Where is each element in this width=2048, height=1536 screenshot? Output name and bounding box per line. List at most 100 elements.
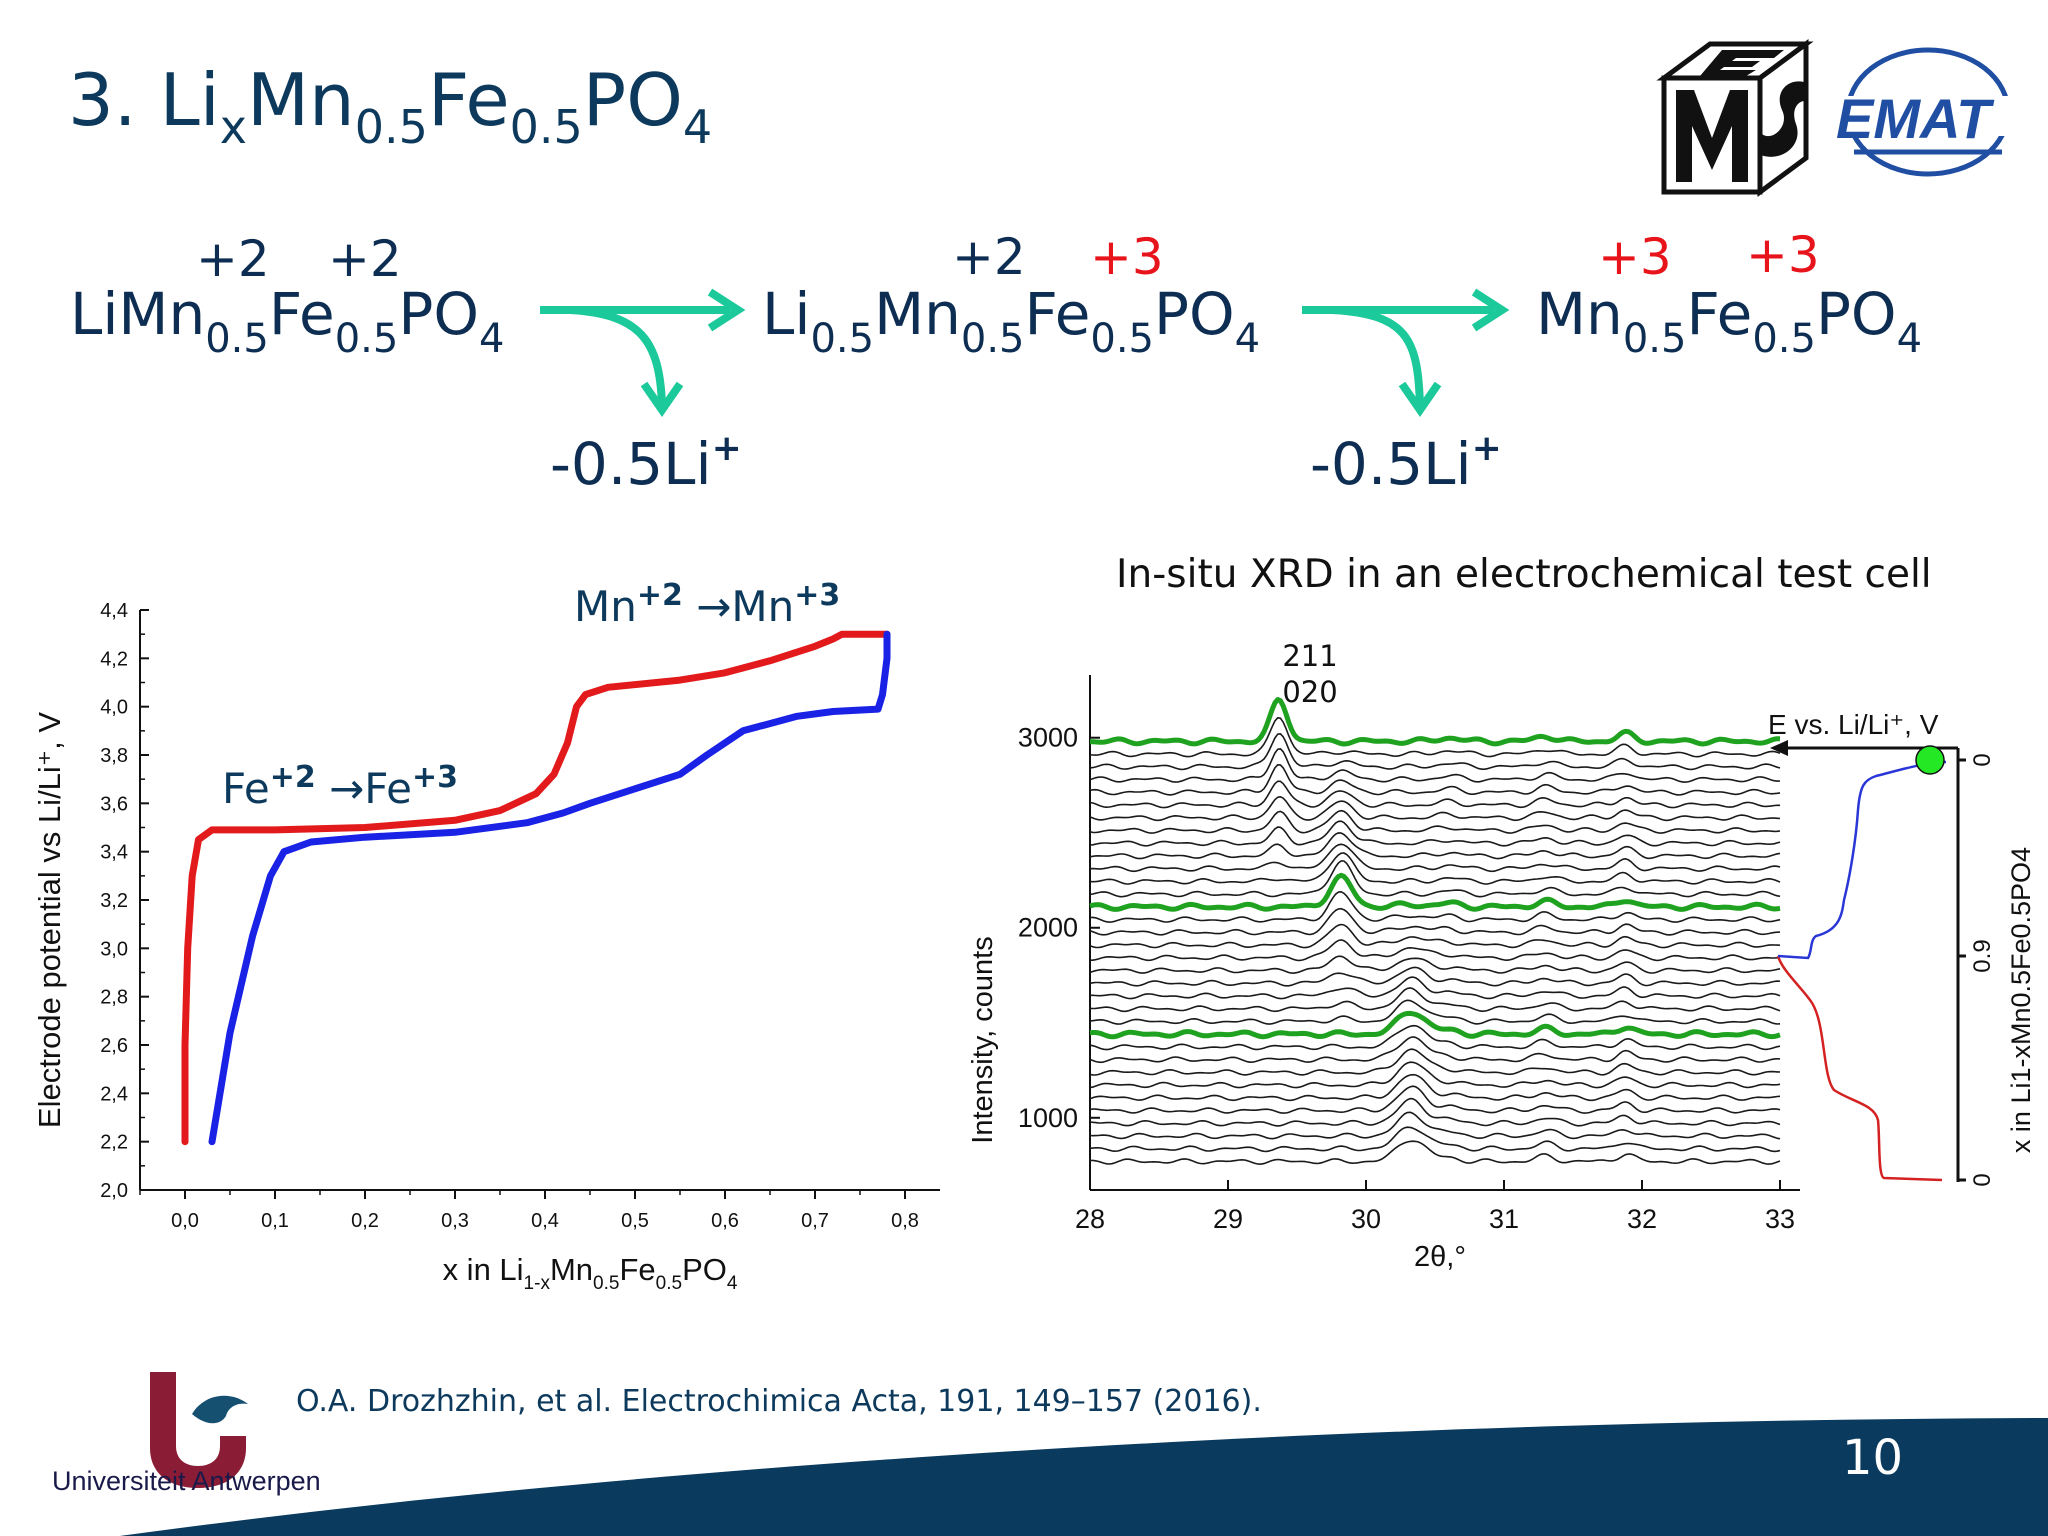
echem-y-tick-label: 2,4 [100, 1083, 128, 1105]
echem-y-label: Electrode potential vs Li/Li⁺, V [32, 712, 67, 1128]
echem-x-tick-label: 0,1 [261, 1210, 289, 1232]
echem-y-tick-label: 4,2 [100, 648, 128, 670]
echem-x-tick-label: 0,2 [351, 1210, 379, 1232]
ox-state-mn-1: +2 [196, 230, 270, 288]
mn-transition-label: Mn+2 →Mn+3 [574, 578, 841, 631]
echem-y-tick-label: 2,8 [100, 987, 128, 1009]
side-arrow-icon [1770, 740, 1788, 756]
xrd-scan [1090, 890, 1781, 923]
side-curve-red [1776, 955, 1943, 1182]
echem-y-tick-label: 3,2 [100, 890, 128, 912]
fe-transition-label: Fe+2 →Fe+3 [222, 760, 458, 813]
emat-logo: EMAT [1836, 47, 2020, 177]
formula-li05mnfepo4: Li0.5Mn0.5Fe0.5PO4 [762, 280, 1261, 362]
li-release-1: -0.5Li+ [550, 428, 742, 498]
xrd-y-label: Intensity, counts [967, 936, 999, 1143]
echem-y-tick-label: 4,0 [100, 697, 128, 719]
formula-mnfepo4: Mn0.5Fe0.5PO4 [1536, 280, 1923, 362]
ox-state-fe-1: +2 [328, 230, 402, 288]
xrd-scan [1089, 1036, 1781, 1064]
xrd-x-tick-label: 30 [1351, 1204, 1381, 1234]
side-top-label: E vs. Li/Li⁺, V [1768, 709, 1939, 740]
footer-wave [120, 1418, 2048, 1536]
xrd-x-tick-label: 29 [1213, 1204, 1243, 1234]
echem-series-charge [181, 630, 891, 1146]
xrd-scan [1089, 832, 1781, 860]
xrd-scan [1089, 987, 1781, 1013]
side-y-label: x in Li1-xMn0.5Fe0.5PO4 [2006, 847, 2036, 1153]
xrd-scan [1090, 939, 1781, 962]
xrd-x-tick-label: 33 [1765, 1204, 1795, 1234]
xrd-scan-highlight [1089, 872, 1781, 912]
xrd-scan [1089, 1061, 1781, 1089]
li-release-2: -0.5Li+ [1310, 428, 1502, 498]
xrd-scan [1089, 733, 1781, 771]
side-marker [1915, 745, 1945, 775]
xrd-scan [1089, 999, 1781, 1025]
xrd-scan-highlight [1090, 697, 1781, 747]
echem-x-tick-label: 0,5 [621, 1210, 649, 1232]
page-number: 10 [1842, 1430, 1904, 1486]
echem-y-tick-label: 3,6 [100, 793, 128, 815]
svg-text:EMAT: EMAT [1836, 87, 1995, 150]
echem-y-tick-label: 3,0 [100, 938, 128, 960]
echem-x-label: x in Li1-xMn0.5Fe0.5PO4 [443, 1252, 738, 1294]
xrd-x-tick-label: 31 [1489, 1204, 1519, 1234]
xrd-scan [1089, 780, 1780, 809]
xrd-scan [1089, 809, 1781, 834]
echem-chart: 2,0 2,2 2,4 2,6 2,8 3,0 3,2 3,4 3,6 3,8 4,0 4,2 4,4 0… [32, 600, 940, 1294]
xrd-scan [1089, 1024, 1781, 1051]
xrd-scan [1089, 907, 1781, 936]
echem-x-tick-label: 0,4 [531, 1210, 559, 1232]
mems-logo [1656, 39, 1814, 197]
xrd-x-tick-label: 32 [1627, 1204, 1657, 1234]
echem-x-tick-label: 0,8 [891, 1210, 919, 1232]
xrd-scan [1089, 1140, 1781, 1165]
xrd-scan [1090, 976, 1781, 1000]
peak-label-020: 020 [1282, 675, 1337, 709]
xrd-scan [1089, 966, 1781, 987]
echem-x-tick-label: 0,7 [801, 1210, 829, 1232]
university-name: Universiteit Antwerpen [52, 1466, 321, 1496]
xrd-scan [1089, 748, 1781, 783]
xrd-scan [1089, 860, 1781, 898]
xrd-scan-highlight [1089, 1010, 1781, 1040]
echem-y-tick-label: 3,4 [100, 842, 128, 864]
xrd-scan [1089, 955, 1781, 974]
formula-limnfepo4: LiMn0.5Fe0.5PO4 [70, 280, 505, 362]
echem-series-discharge [208, 630, 891, 1146]
xrd-scan [1089, 1073, 1781, 1102]
xrd-scan [1089, 764, 1781, 796]
xrd-scan [1089, 852, 1781, 885]
xrd-chart: 1000 2000 3000 28 29 30 31 32 33 211 020 Intensi… [967, 639, 1800, 1273]
echem-y-tick-label: 2,6 [100, 1035, 128, 1057]
ox-state-fe-3: +3 [1746, 226, 1820, 284]
xrd-scan [1089, 820, 1781, 847]
xrd-x-label: 2θ,° [1414, 1241, 1466, 1273]
ox-state-mn-3: +3 [1598, 228, 1672, 286]
xrd-scan [1089, 1126, 1781, 1153]
side-tick-0-top: 0 [1969, 753, 1996, 766]
university-logo [150, 1372, 248, 1488]
side-tick-09: 0.9 [1969, 939, 1996, 972]
xrd-scan [1089, 843, 1781, 873]
xrd-scan [1089, 796, 1781, 822]
ox-state-mn-2: +2 [952, 228, 1026, 286]
logos: EMAT [1656, 39, 2020, 197]
xrd-y-tick-label: 1000 [1018, 1103, 1078, 1133]
echem-y-tick-label: 3,8 [100, 745, 128, 767]
peak-label-211: 211 [1282, 639, 1337, 673]
xrd-scan [1089, 1111, 1781, 1140]
side-tick-0-bottom: 0 [1969, 1173, 1996, 1186]
xrd-y-tick-label: 3000 [1018, 723, 1078, 753]
xrd-y-tick-label: 2000 [1018, 913, 1078, 943]
echem-x-tick-label: 0,6 [711, 1210, 739, 1232]
slide-title: 3. LixMn0.5Fe0.5PO4 [68, 58, 713, 154]
echem-y-tick-label: 4,4 [100, 600, 128, 622]
xrd-scan [1089, 1048, 1781, 1076]
echem-y-tick-label: 2,2 [100, 1132, 128, 1154]
reaction-arrow-2 [1302, 288, 1510, 418]
side-curve-blue [1777, 760, 1947, 960]
xrd-title: In-situ XRD in an electrochemical test c… [1116, 552, 1932, 597]
echem-y-tick-label: 2,0 [100, 1180, 128, 1202]
